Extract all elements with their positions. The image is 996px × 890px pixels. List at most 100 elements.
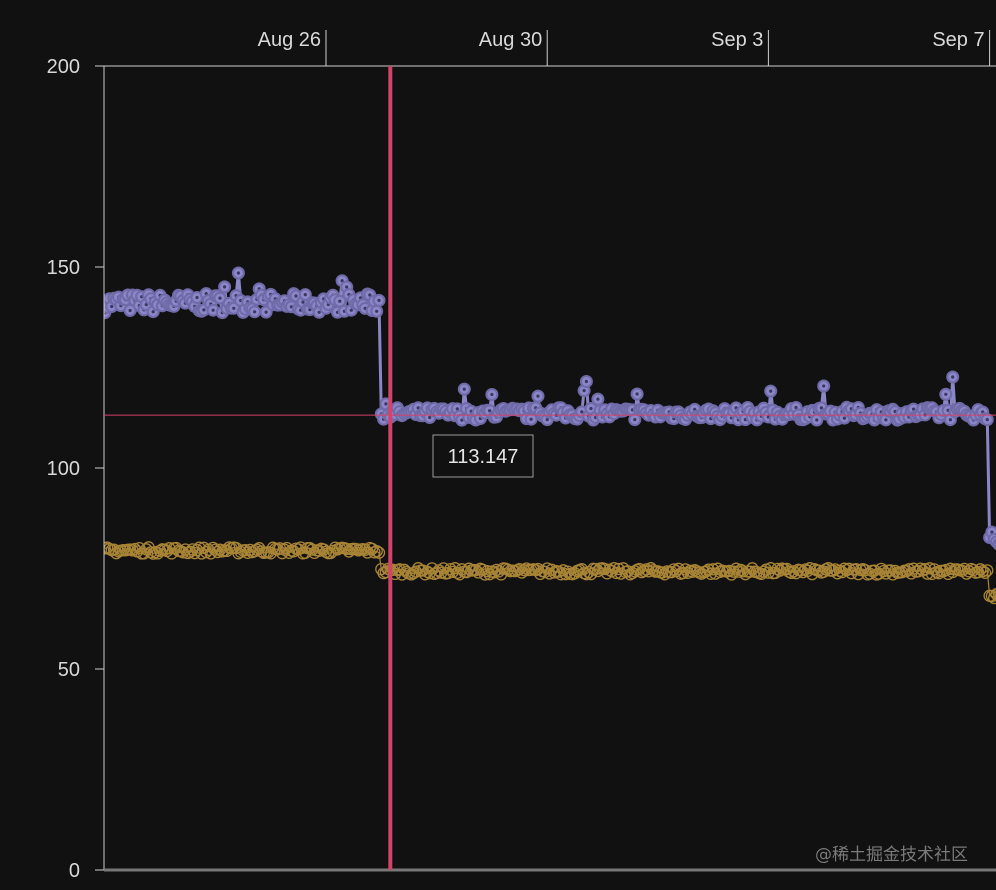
data-point [372,546,386,559]
x-tick-label: Aug 30 [479,29,542,51]
data-point-center [589,406,593,411]
data-point [787,565,800,578]
y-tick-label: 100 [47,458,80,480]
data-point [126,544,139,557]
data-point-center [633,418,637,422]
y-tick-label: 150 [47,257,80,279]
data-point-center [128,308,132,313]
data-point [656,566,669,579]
data-point-center [635,392,639,396]
data-point [785,566,798,580]
data-point-center [545,418,549,422]
data-point [976,565,989,578]
data-point-center [377,298,381,302]
data-point [213,543,227,556]
data-point-center [990,530,994,534]
data-point [895,566,909,579]
data-point-center [301,300,305,304]
data-point [771,562,784,576]
data-point [243,543,257,557]
data-point [515,566,529,579]
data-point [990,587,996,601]
data-point-center [490,392,494,397]
data-point-center [236,271,240,275]
data-point-center [303,293,307,297]
data-point-center [948,418,953,422]
data-point [676,566,690,580]
cursor-overlay[interactable]: 113.147 [104,66,996,870]
data-point-center [110,304,114,309]
data-point [153,544,167,557]
data-point [151,547,164,560]
axes: 0 50 100 150 200 Aug 26 Aug 30 Sep 3 Sep 7 [47,29,996,882]
data-point-center [580,410,584,414]
data-point-center [944,392,948,396]
data-point-center [195,295,199,300]
data-point-center [384,402,388,406]
data-point [960,567,973,580]
data-point [971,566,985,579]
data-point [241,546,254,559]
data-point [478,568,492,581]
y-tick-label: 50 [58,659,80,681]
data-point [875,562,888,576]
data-point-center [338,299,342,303]
data-point-center [951,375,955,379]
data-point [988,591,996,605]
data-point-center [294,294,298,298]
data-point-center [428,415,432,420]
data-point [176,546,190,559]
cursor-value-box [432,434,534,478]
data-point-center [488,409,492,413]
data-point [195,547,208,560]
data-point-center [985,418,989,422]
data-point-center [223,285,227,289]
data-point-center [202,308,206,312]
data-point [552,565,565,578]
data-point-center [529,417,533,421]
data-point [312,544,326,557]
data-point-center [794,405,798,410]
data-point [647,564,660,577]
data-point [727,565,740,578]
data-point [589,562,602,576]
data-point [794,564,807,577]
x-tick-label: Aug 26 [258,29,321,51]
y-tick-label: 0 [69,860,80,882]
data-point-center [340,279,344,283]
data-point-center [815,418,819,422]
data-point [349,542,363,556]
data-point-center [584,379,589,384]
data-point [679,563,692,576]
data-point [803,562,817,575]
data-point-center [819,406,824,410]
data-point-center [232,306,236,310]
data-point-center [349,308,353,312]
data-point-center [317,310,321,314]
data-point-center [462,387,466,391]
data-point [796,565,810,579]
data-point-center [368,293,372,297]
data-point-center [264,310,268,314]
data-point-center [596,397,600,401]
data-point-center [151,310,155,314]
data-point [978,566,992,579]
data-point [193,541,206,554]
data-point [944,562,957,575]
x-tick-label: Sep 3 [711,29,763,51]
watermark-text: @稀土掘金技术社区 [815,845,968,865]
data-point [729,562,743,575]
data-point [144,546,158,559]
data-point [559,567,572,581]
data-point [743,565,757,578]
data-point-center [455,407,459,411]
data-point [640,563,653,576]
data-point-center [345,285,349,289]
data-point-center [211,308,215,312]
y-tick-label: 200 [47,56,80,78]
data-point [734,563,747,577]
data-point-center [416,406,420,410]
cursor-value-label: 113.147 [448,446,519,468]
data-point-center [536,394,540,398]
